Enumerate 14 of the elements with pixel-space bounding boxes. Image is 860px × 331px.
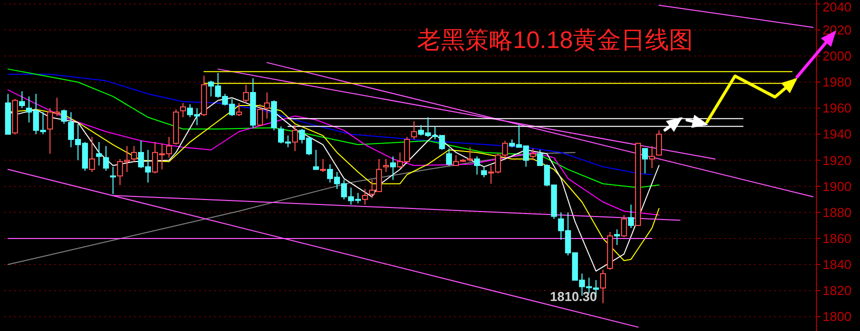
ytick-label: 1980 bbox=[822, 74, 852, 90]
annotation: 1810.30 bbox=[550, 289, 597, 304]
ytick-label: 1940 bbox=[822, 126, 852, 142]
ytick-label: 2040 bbox=[822, 0, 852, 14]
ytick-label: 1800 bbox=[822, 309, 852, 324]
ytick-label: 1880 bbox=[822, 204, 852, 220]
ytick-label: 1900 bbox=[822, 178, 852, 194]
ytick-label: 1820 bbox=[822, 283, 852, 298]
ytick-label: 2000 bbox=[822, 48, 852, 64]
ytick-label: 1860 bbox=[822, 230, 852, 246]
title: 老黑策略10.18黄金日线图 bbox=[416, 27, 694, 54]
ytick-label: 1840 bbox=[822, 257, 852, 272]
ytick-label: 1920 bbox=[822, 152, 852, 168]
ytick-label: 1960 bbox=[822, 100, 852, 116]
